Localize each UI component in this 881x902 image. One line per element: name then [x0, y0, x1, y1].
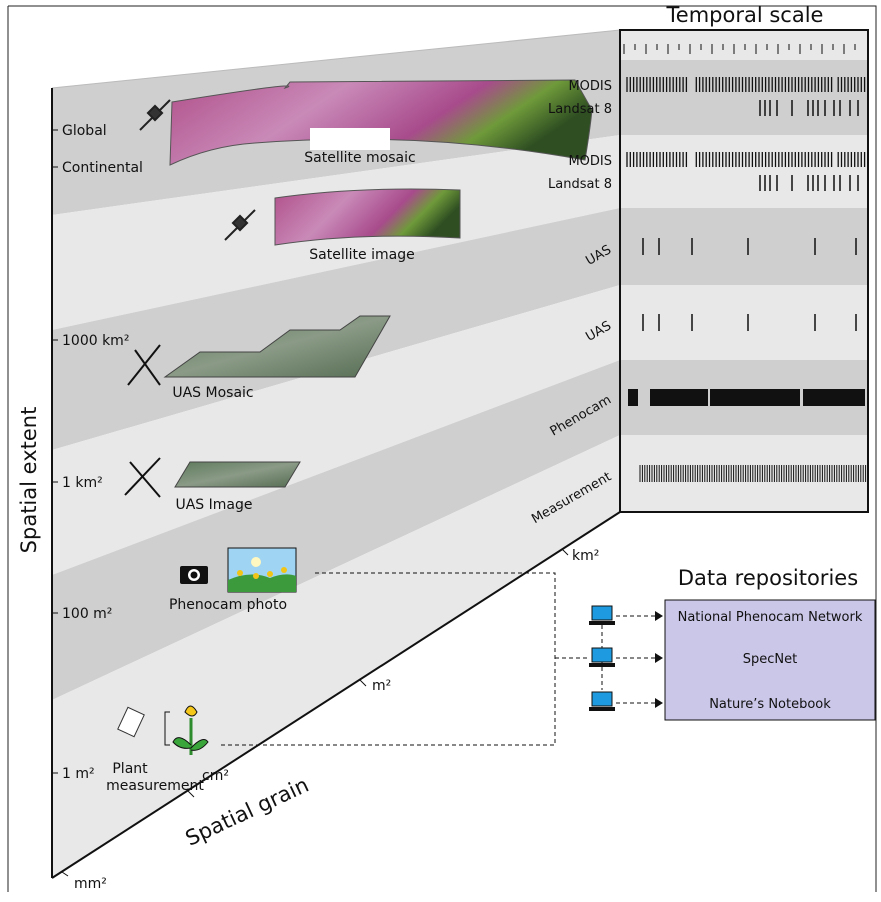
extent-tick: 1 km² — [62, 475, 103, 491]
repository: Nature’s Notebook — [709, 697, 831, 712]
dataset-label: Plant — [112, 761, 148, 777]
event — [710, 389, 800, 406]
dataset-label: UAS Mosaic — [172, 385, 253, 401]
extent-tick: Continental — [62, 160, 143, 176]
dataset-label: measurement — [106, 778, 204, 794]
repository: National Phenocam Network — [678, 610, 863, 625]
dataset-label: Satellite image — [309, 247, 414, 263]
event — [803, 389, 865, 406]
dataset-label: Phenocam photo — [169, 597, 287, 613]
dataset-label: Satellite mosaic — [304, 150, 415, 166]
uas-image — [175, 462, 300, 487]
timeline-label: Landsat 8 — [548, 177, 612, 192]
extent-tick: Global — [62, 123, 107, 139]
figure: Temporal scale Spatial extent Spatial gr… — [0, 0, 881, 898]
mosaic-gap — [310, 128, 390, 150]
satellite-image — [275, 189, 460, 245]
extent-label: Spatial extent — [17, 407, 41, 554]
temporal-title: Temporal scale — [666, 3, 824, 27]
repositories-title: Data repositories — [678, 566, 858, 590]
event — [628, 389, 638, 406]
timeline-label: MODIS — [568, 79, 612, 94]
grain-tick: m² — [372, 678, 391, 694]
extent-tick: 1 m² — [62, 766, 95, 782]
panel-top-band — [620, 60, 868, 135]
grain-tick: cm² — [202, 768, 229, 784]
timeline-label: MODIS — [568, 154, 612, 169]
grain-tick: km² — [572, 548, 599, 564]
event — [650, 389, 708, 406]
extent-tick: 100 m² — [62, 606, 112, 622]
dataset-label: UAS Image — [175, 497, 252, 513]
timeline-label: Landsat 8 — [548, 102, 612, 117]
extent-tick: 1000 km² — [62, 333, 129, 349]
grain-tick: mm² — [74, 876, 107, 892]
computer-icon — [589, 606, 615, 711]
repository: SpecNet — [743, 652, 797, 667]
arrowhead — [655, 611, 663, 708]
